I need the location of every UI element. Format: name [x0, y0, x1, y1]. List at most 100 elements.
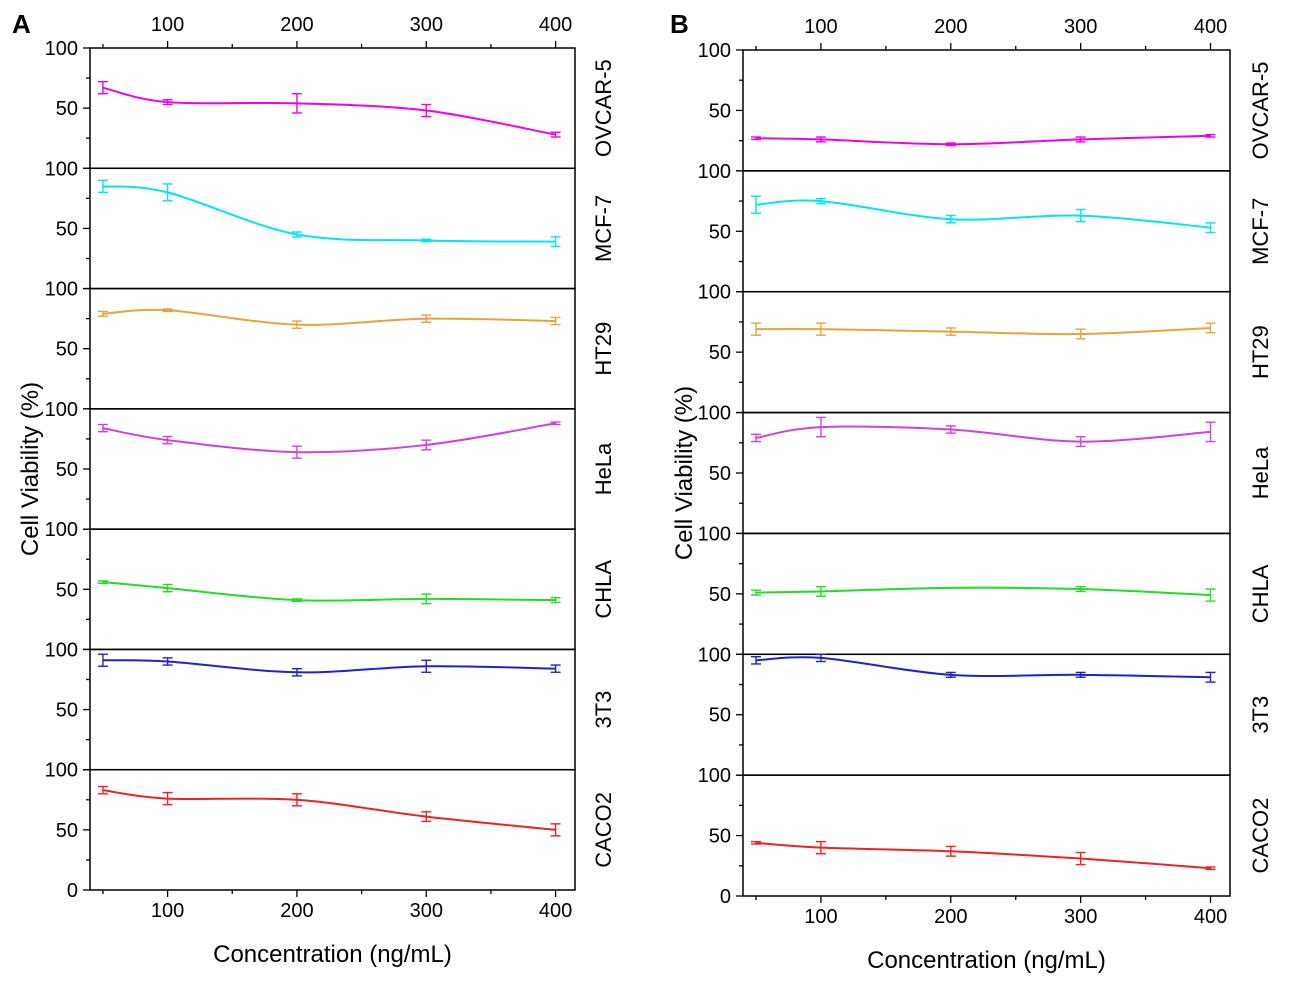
error-bar	[162, 308, 173, 313]
top-x-tick-label: 100	[151, 14, 184, 36]
y-tick-label: 100	[698, 644, 731, 666]
bottom-x-tick-label: 300	[1064, 906, 1097, 928]
error-bar	[550, 664, 561, 673]
bottom-x-tick-label: 300	[410, 900, 443, 922]
y-tick-label: 100	[45, 158, 78, 180]
subplot-frame	[742, 653, 1231, 776]
cell-line-label: 3T3	[591, 691, 616, 729]
error-bar	[291, 667, 302, 677]
error-bar	[945, 425, 956, 434]
cell-line-label: CACO2	[591, 792, 616, 868]
series-line-ovcar-5	[755, 134, 1211, 146]
y-tick-label: 50	[56, 579, 78, 601]
error-bar	[815, 416, 826, 438]
error-bar	[97, 423, 108, 433]
series-line-hela	[755, 425, 1211, 443]
error-bar	[421, 811, 432, 823]
y-tick-label: 100	[45, 399, 78, 421]
series-line-chla	[755, 586, 1211, 597]
error-bar	[815, 322, 826, 336]
error-bar	[1075, 208, 1086, 223]
top-x-tick-label: 300	[1064, 16, 1097, 38]
error-bar	[421, 593, 432, 605]
error-bar	[162, 657, 173, 666]
subplot-frame	[742, 170, 1231, 293]
error-bar	[291, 793, 302, 807]
error-bar	[97, 310, 108, 317]
y-axis-title: Cell Viability (%)	[17, 382, 44, 556]
series-line-ht29	[755, 326, 1211, 336]
error-bar	[1205, 671, 1216, 683]
error-bar	[1075, 328, 1086, 340]
top-x-tick-label: 200	[280, 14, 313, 36]
error-bar	[421, 238, 432, 243]
series-line-caco2	[102, 789, 556, 831]
subplot-frame	[742, 774, 1231, 897]
top-x-tick-label: 200	[934, 16, 967, 38]
subplot-frame	[89, 47, 576, 170]
y-tick-label: 50	[56, 459, 78, 481]
error-bar	[421, 103, 432, 118]
error-bar	[291, 598, 302, 603]
error-bar	[815, 197, 826, 205]
y-tick-label: 0	[67, 880, 78, 902]
series-line-mcf-7	[102, 185, 556, 243]
cell-line-label: OVCAR-5	[1248, 62, 1273, 160]
error-bar	[97, 653, 108, 667]
error-bar	[750, 433, 761, 443]
subplot-frame	[742, 290, 1231, 414]
y-tick-label: 50	[709, 100, 731, 122]
series-line-mcf-7	[755, 199, 1211, 229]
error-bar	[750, 195, 761, 214]
error-bar	[162, 791, 173, 806]
error-bar	[1075, 585, 1086, 593]
error-bar	[162, 435, 173, 445]
error-bar	[1205, 133, 1216, 138]
error-bar	[421, 439, 432, 451]
y-axis-title: Cell Viability (%)	[671, 386, 698, 560]
series-line-hela	[102, 422, 556, 454]
error-bar	[1205, 322, 1216, 334]
cell-line-label: HT29	[1248, 325, 1273, 379]
y-tick-label: 50	[709, 705, 731, 727]
y-tick-label: 0	[720, 886, 731, 908]
series-line-ht29	[102, 308, 556, 326]
bottom-x-tick-label: 400	[1194, 906, 1227, 928]
y-tick-label: 50	[709, 826, 731, 848]
error-bar	[291, 93, 302, 114]
cell-line-label: OVCAR-5	[591, 59, 616, 157]
y-tick-label: 50	[709, 584, 731, 606]
error-bar	[945, 845, 956, 857]
series-line-chla	[102, 581, 556, 602]
error-bar	[750, 136, 761, 141]
error-bar	[750, 656, 761, 665]
error-bar	[945, 327, 956, 336]
y-tick-label: 100	[45, 639, 78, 661]
error-bar	[550, 597, 561, 604]
error-bar	[291, 445, 302, 459]
y-tick-label: 100	[45, 279, 78, 301]
subplot-frame	[89, 287, 576, 410]
y-tick-label: 100	[698, 161, 731, 183]
bottom-x-tick-label: 200	[280, 900, 313, 922]
error-bar	[945, 142, 956, 147]
error-bar	[1205, 588, 1216, 602]
panel-label: A	[12, 9, 31, 39]
error-bar	[97, 785, 108, 795]
y-tick-label: 50	[56, 98, 78, 120]
error-bar	[945, 214, 956, 224]
series-line-ovcar-5	[102, 86, 556, 136]
series-line-caco2	[755, 841, 1211, 870]
error-bar	[815, 653, 826, 663]
y-tick-label: 50	[709, 342, 731, 364]
panel-label: B	[670, 9, 689, 39]
series-line-3t3	[755, 656, 1211, 679]
error-bar	[1075, 671, 1086, 678]
error-bar	[550, 131, 561, 138]
top-x-tick-label: 400	[539, 14, 572, 36]
error-bar	[550, 823, 561, 837]
cell-line-label: 3T3	[1248, 696, 1273, 734]
error-bar	[162, 583, 173, 593]
cell-line-label: MCF-7	[591, 195, 616, 262]
error-bar	[815, 840, 826, 855]
